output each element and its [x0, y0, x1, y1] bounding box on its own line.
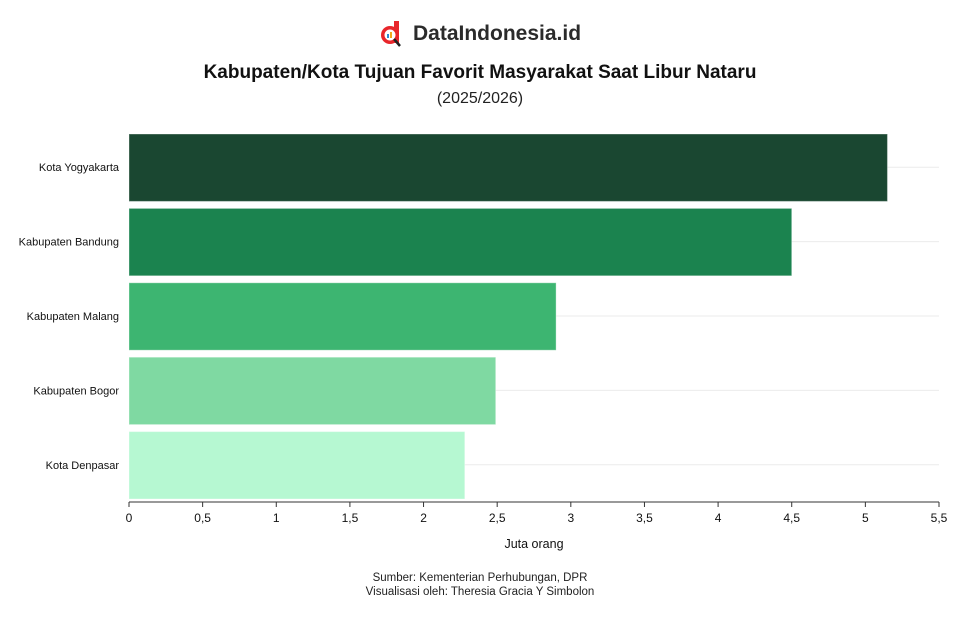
chart-footer: Sumber: Kementerian Perhubungan, DPR Vis…: [0, 571, 960, 599]
x-axis-title: Juta orang: [504, 537, 563, 551]
x-tick-label: 5: [862, 511, 869, 525]
bar-kabupaten-bogor: [128, 356, 497, 426]
x-tick-label: 2: [420, 511, 427, 525]
brand-name: DataIndonesia.id: [412, 22, 582, 45]
bar-kota-yogyakarta: [128, 133, 888, 202]
x-tick-label: 1: [273, 511, 280, 525]
chart-title: Kabupaten/Kota Tujuan Favorit Masyarakat…: [203, 62, 757, 83]
chart-subtitle: (2025/2026): [436, 90, 524, 107]
datalndonesia-logo-icon: [380, 21, 401, 47]
category-label: Kabupaten Malang: [27, 311, 119, 323]
credit-note: Visualisasi oleh: Theresia Gracia Y Simb…: [365, 586, 595, 598]
source-note: Sumber: Kementerian Perhubungan, DPR: [372, 572, 588, 584]
bar-kabupaten-malang: [128, 282, 557, 351]
x-tick-label: 1,5: [342, 511, 359, 525]
x-tick-label: 3,5: [636, 511, 653, 525]
category-label: Kabupaten Bogor: [33, 385, 119, 397]
bar-kota-denpasar: [128, 431, 466, 500]
x-tick-label: 0,5: [194, 511, 211, 525]
category-label: Kota Yogyakarta: [39, 162, 120, 174]
x-tick-label: 0: [126, 511, 133, 525]
bar-kabupaten-bandung: [128, 207, 793, 277]
category-label: Kota Denpasar: [46, 460, 120, 472]
category-label: Kabupaten Bandung: [19, 237, 119, 249]
x-tick-label: 3: [567, 511, 574, 525]
brand-header: DataIndonesia.id: [0, 20, 960, 48]
x-tick-label: 4,5: [783, 511, 800, 525]
x-tick-label: 2,5: [489, 511, 506, 525]
x-tick-label: 5,5: [931, 511, 948, 525]
x-tick-label: 4: [715, 511, 722, 525]
